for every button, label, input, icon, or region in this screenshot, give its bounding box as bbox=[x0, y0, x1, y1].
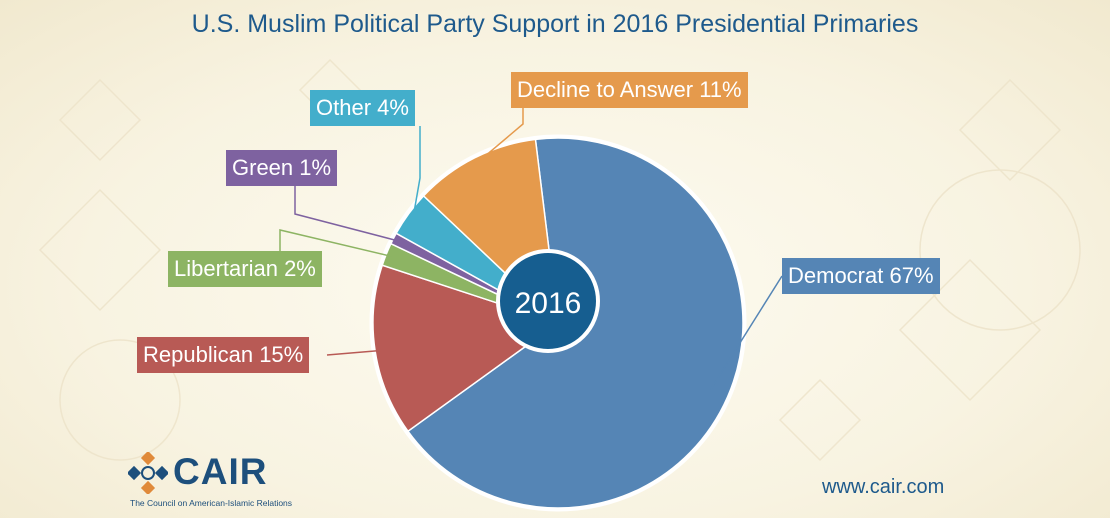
cair-logo-icon bbox=[128, 452, 168, 494]
slice-label-green: Green 1% bbox=[226, 150, 338, 186]
slice-label-republican: Republican 15% bbox=[137, 337, 310, 373]
slice-label-other: Other 4% bbox=[310, 90, 415, 126]
leader-line-other bbox=[412, 126, 421, 218]
center-label: 2016 bbox=[515, 287, 582, 320]
leader-line-decline-to-answer bbox=[476, 108, 524, 164]
cair-logo: CAIR The Council on American-Islamic Rel… bbox=[128, 448, 328, 513]
slice-label-decline-to-answer: Decline to Answer 11% bbox=[511, 72, 748, 108]
slice-label-libertarian: Libertarian 2% bbox=[168, 251, 322, 287]
leader-line-green bbox=[294, 186, 399, 242]
leader-line-republican bbox=[326, 349, 381, 356]
chart-title: U.S. Muslim Political Party Support in 2… bbox=[191, 10, 919, 38]
pie-rim bbox=[369, 134, 747, 512]
logo-wordmark: CAIR bbox=[173, 451, 268, 492]
leader-line-libertarian bbox=[279, 229, 392, 258]
center-circle bbox=[496, 249, 600, 353]
logo-tagline: The Council on American-Islamic Relation… bbox=[130, 498, 293, 508]
slice-label-democrat: Democrat 67% bbox=[782, 258, 940, 294]
website-link[interactable]: www.cair.com bbox=[822, 476, 945, 498]
leader-line-democrat bbox=[709, 275, 783, 391]
